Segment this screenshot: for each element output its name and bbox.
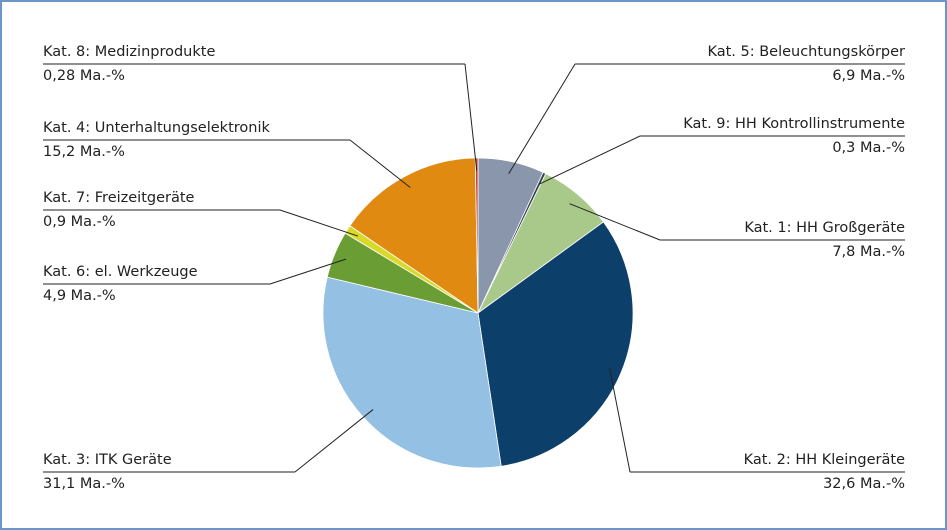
pie-slice xyxy=(349,157,479,314)
pie-slice xyxy=(322,276,502,469)
leader-line xyxy=(464,63,478,171)
leader-line xyxy=(508,63,576,174)
slice-value-label: 4,9 Ma.-% xyxy=(43,288,116,304)
leader-line xyxy=(349,139,411,188)
slice-value-label: 15,2 Ma.-% xyxy=(43,144,125,160)
slice-value-label: 0,3 Ma.-% xyxy=(832,140,905,156)
pie-slice xyxy=(477,221,634,467)
slice-label: Kat. 1: HH Großgeräte xyxy=(744,220,905,236)
slice-label: Kat. 7: Freizeitgeräte xyxy=(43,190,195,206)
slice-value-label: 0,9 Ma.-% xyxy=(43,214,116,230)
slice-value-label: 32,6 Ma.-% xyxy=(823,476,905,492)
slice-label: Kat. 6: el. Werkzeuge xyxy=(43,264,198,280)
slice-value-label: 7,8 Ma.-% xyxy=(832,244,905,260)
slice-label: Kat. 9: HH Kontrollinstrumente xyxy=(683,116,905,132)
slice-value-label: 6,9 Ma.-% xyxy=(832,68,905,84)
slice-label: Kat. 8: Medizinprodukte xyxy=(43,44,215,60)
slice-label: Kat. 5: Beleuchtungskörper xyxy=(707,44,905,60)
leader-line xyxy=(294,409,374,473)
leader-line xyxy=(538,135,641,185)
slice-label: Kat. 3: ITK Geräte xyxy=(43,452,172,468)
leader-line xyxy=(609,367,631,473)
slice-value-label: 31,1 Ma.-% xyxy=(43,476,125,492)
slice-label: Kat. 2: HH Kleingeräte xyxy=(744,452,906,468)
leader-line xyxy=(269,258,347,285)
leader-line xyxy=(569,203,661,241)
leader-line xyxy=(279,209,359,237)
slice-value-label: 0,28 Ma.-% xyxy=(43,68,125,84)
slice-label: Kat. 4: Unterhaltungselektronik xyxy=(43,120,270,136)
